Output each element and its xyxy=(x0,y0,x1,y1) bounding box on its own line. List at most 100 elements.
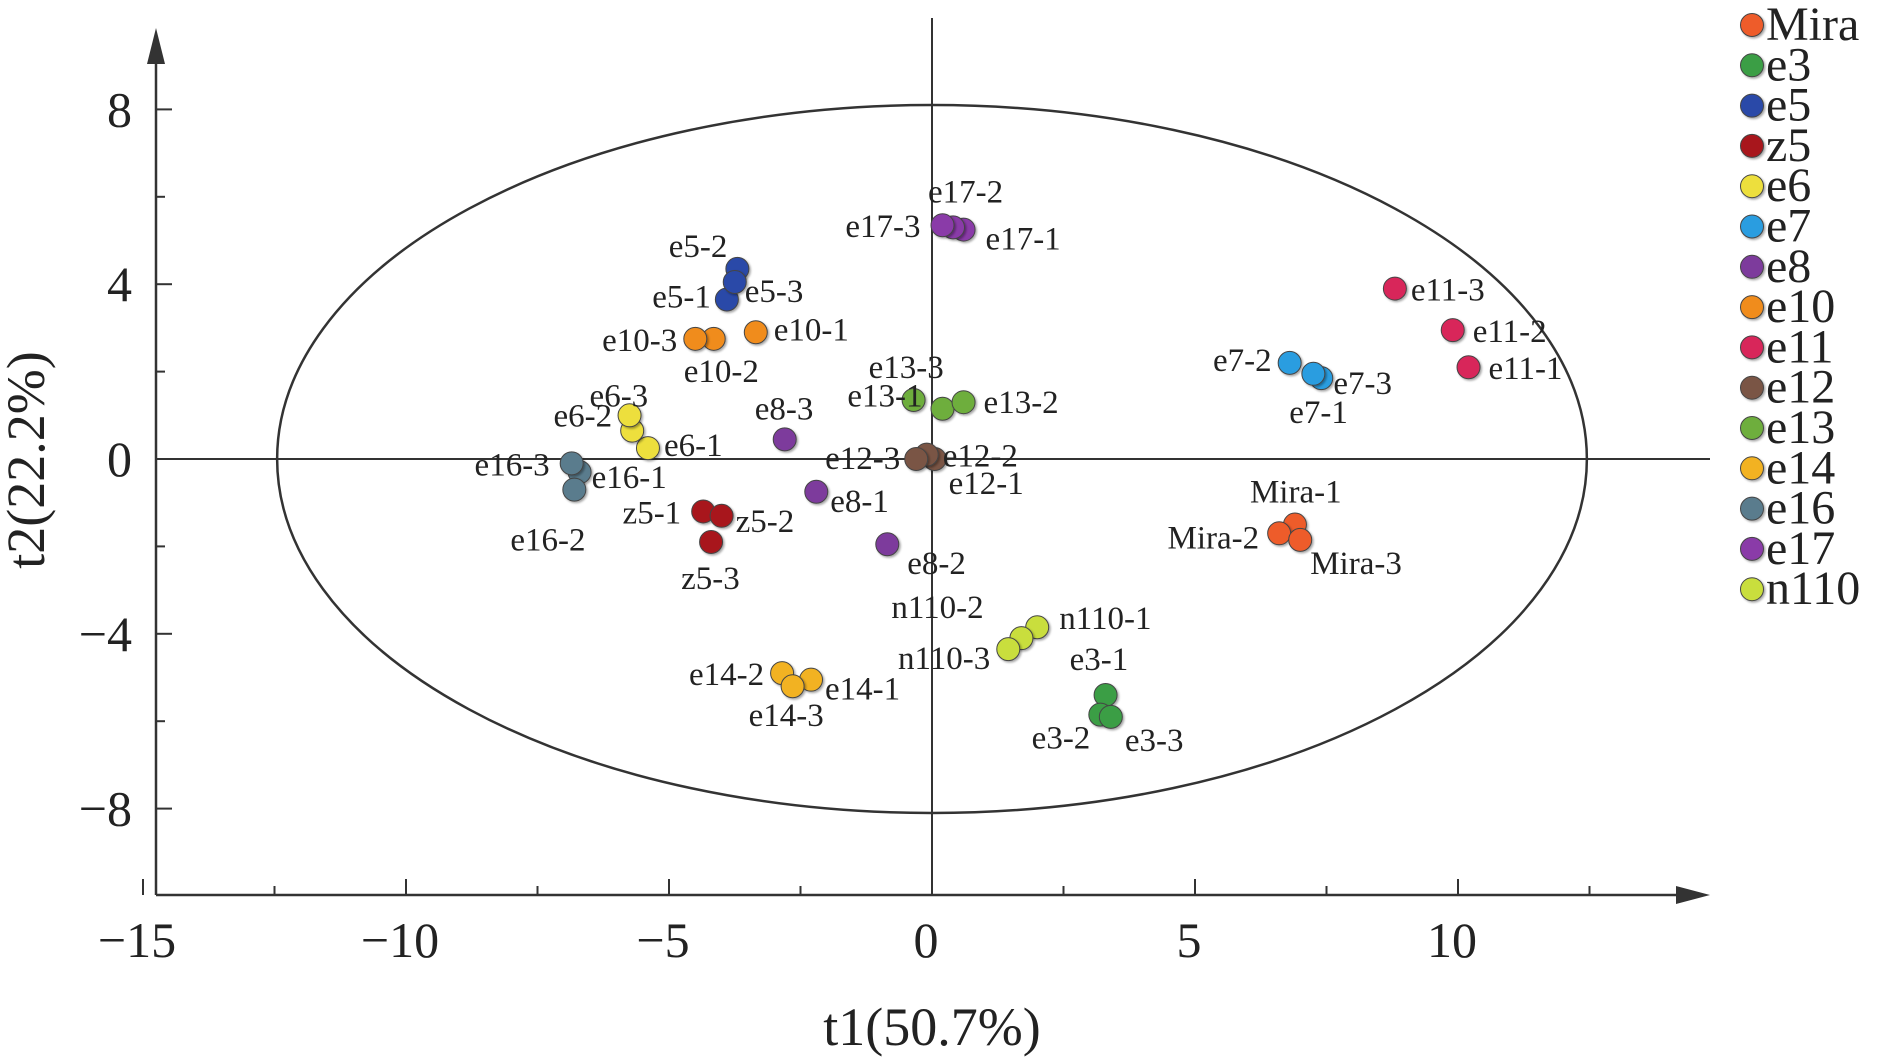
point-label: e16-3 xyxy=(475,447,550,483)
legend-label: Mira xyxy=(1766,0,1859,51)
legend-label: e14 xyxy=(1766,441,1835,494)
data-point-e10-1 xyxy=(743,320,768,345)
point-label: n110-1 xyxy=(1059,601,1151,637)
legend-label: e3 xyxy=(1766,38,1811,91)
y-tick-label: 8 xyxy=(107,81,132,137)
y-tick-label: −4 xyxy=(79,606,132,662)
legend-label: z5 xyxy=(1766,119,1811,172)
point-label: e3-1 xyxy=(1070,642,1129,678)
data-point-e11-2 xyxy=(1440,318,1465,343)
legend-label: e10 xyxy=(1766,280,1835,333)
y-axis-title: t2(22.2%) xyxy=(0,351,56,568)
legend-label: e12 xyxy=(1766,361,1835,414)
x-tick-label: 5 xyxy=(1177,912,1202,968)
point-label: e3-2 xyxy=(1032,721,1091,757)
data-point-n110-3 xyxy=(996,637,1021,662)
data-point-e14-3 xyxy=(780,674,805,699)
legend-marker xyxy=(1740,456,1764,481)
data-point-z5-2 xyxy=(709,503,734,528)
point-label: e17-2 xyxy=(928,174,1003,210)
point-label: n110-2 xyxy=(891,590,983,626)
data-point-e17-3 xyxy=(930,213,955,238)
point-label: z5-3 xyxy=(681,561,740,597)
point-label: e5-3 xyxy=(745,274,804,310)
data-point-e11-1 xyxy=(1456,355,1481,380)
point-label: e10-1 xyxy=(774,312,849,348)
point-label: e16-2 xyxy=(510,523,585,559)
point-label: e3-3 xyxy=(1125,723,1184,759)
legend-marker xyxy=(1740,174,1764,199)
point-label: e8-3 xyxy=(755,391,814,427)
data-point-e10-3 xyxy=(683,326,708,351)
legend-marker xyxy=(1740,335,1764,360)
point-label: e10-2 xyxy=(684,354,759,390)
data-point-e5-3 xyxy=(722,270,747,295)
data-point-e12-3 xyxy=(904,447,929,471)
x-tick-label: −5 xyxy=(636,912,689,968)
data-point-mira-2 xyxy=(1267,521,1292,546)
point-label: e8-2 xyxy=(907,546,966,582)
y-tick-label: 0 xyxy=(107,431,132,487)
point-label: e7-1 xyxy=(1289,395,1348,431)
point-label: Mira-2 xyxy=(1168,520,1260,556)
legend-marker xyxy=(1740,53,1764,78)
legend-marker xyxy=(1740,496,1764,521)
legend-marker xyxy=(1740,214,1764,239)
point-label: e11-3 xyxy=(1411,273,1485,309)
point-label: e14-3 xyxy=(749,698,824,734)
legend-marker xyxy=(1740,536,1764,561)
point-label: e16-1 xyxy=(592,460,667,496)
point-label: e7-3 xyxy=(1333,366,1392,402)
point-label: e12-1 xyxy=(949,466,1024,502)
point-labels-layer: Mira-1 Mira-2 Mira-3 e3-1 e3-2 e3-3 e5-1 e5-2 e5… xyxy=(475,174,1563,758)
y-tick-label: −8 xyxy=(79,781,132,837)
data-point-e8-3 xyxy=(772,427,797,452)
point-label: e11-2 xyxy=(1473,314,1547,350)
x-tick-label: 10 xyxy=(1427,912,1477,968)
point-label: e12-3 xyxy=(825,441,900,477)
point-label: e6-1 xyxy=(664,428,723,464)
point-label: e6-3 xyxy=(590,378,649,414)
point-label: n110-3 xyxy=(898,641,990,677)
data-point-e7-2 xyxy=(1277,350,1302,375)
legend-marker xyxy=(1740,254,1764,279)
x-axis-arrow xyxy=(1676,886,1710,904)
x-tick-label: −10 xyxy=(361,912,439,968)
legend-label: e8 xyxy=(1766,240,1811,293)
legend-marker xyxy=(1740,416,1764,440)
point-label: e6-2 xyxy=(554,399,613,435)
point-label: Mira-1 xyxy=(1250,475,1342,511)
data-point-e13-3 xyxy=(901,388,926,413)
legend-label: e16 xyxy=(1766,482,1835,535)
data-points-layer xyxy=(559,213,1481,729)
y-axis-arrow xyxy=(147,28,165,64)
data-point-mira-3 xyxy=(1288,527,1313,552)
point-label: z5-2 xyxy=(736,504,795,540)
legend-marker xyxy=(1740,93,1764,118)
point-label: e13-1 xyxy=(847,379,922,415)
confidence-ellipse xyxy=(275,103,1589,815)
data-point-e7-3 xyxy=(1301,361,1326,386)
point-label: e17-1 xyxy=(986,222,1061,258)
legend-label: e17 xyxy=(1766,522,1835,575)
legend-label: e13 xyxy=(1766,401,1835,454)
point-label: e11-1 xyxy=(1489,351,1563,387)
legend-marker xyxy=(1740,295,1764,320)
data-point-e6-1 xyxy=(635,436,660,461)
data-point-e8-2 xyxy=(875,532,900,557)
x-tick-label: 0 xyxy=(914,912,939,968)
point-label: e17-3 xyxy=(845,209,920,245)
point-label: e14-2 xyxy=(689,657,764,693)
axes-layer: −15 −10 −5 0 5 10 −8 −4 0 4 8 xyxy=(79,18,1710,968)
data-point-e13-2 xyxy=(951,390,976,415)
point-label: z5-1 xyxy=(623,495,682,531)
legend-marker xyxy=(1740,13,1764,37)
legend: Mirae3e5z5e6e7e8e10e11e12e13e14e16e17n11… xyxy=(1740,0,1860,615)
legend-label: e7 xyxy=(1766,200,1811,253)
confidence-ellipse-layer xyxy=(275,103,1589,815)
legend-marker xyxy=(1740,375,1764,400)
x-tick-label: −15 xyxy=(98,912,176,968)
data-point-z5-3 xyxy=(699,530,724,555)
point-label: e5-1 xyxy=(652,279,711,315)
